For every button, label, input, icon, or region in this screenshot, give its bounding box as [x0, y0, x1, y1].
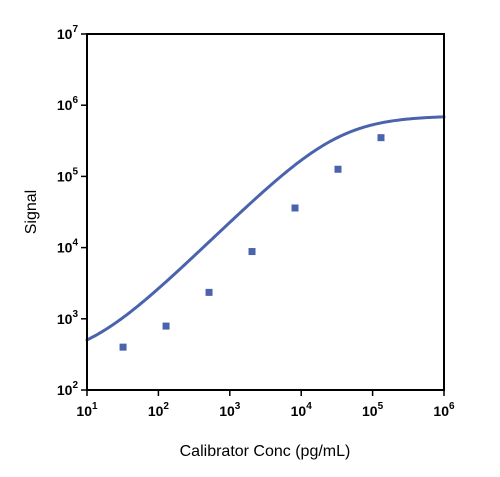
y-tick-label: 106 — [57, 95, 79, 113]
x-tick-base: 10 — [219, 403, 235, 419]
y-tick-label: 103 — [57, 309, 79, 327]
x-tick-label: 102 — [148, 401, 170, 419]
y-tick-base: 10 — [57, 26, 73, 42]
x-tick-base: 10 — [148, 403, 164, 419]
x-tick-base: 10 — [362, 403, 378, 419]
x-tick-label: 101 — [76, 401, 98, 419]
data-point — [205, 288, 213, 296]
x-tick-base: 10 — [291, 403, 307, 419]
x-tick-base: 10 — [76, 403, 92, 419]
data-point — [248, 248, 256, 256]
y-tick-base: 10 — [57, 240, 73, 256]
data-points — [119, 134, 385, 351]
y-tick-base: 10 — [57, 311, 73, 327]
x-tick-exponent: 4 — [306, 401, 312, 412]
fit-curve-line — [85, 115, 446, 342]
y-tick-base: 10 — [57, 97, 73, 113]
x-tick-exponent: 2 — [163, 401, 169, 412]
y-tick-exponent: 5 — [72, 166, 78, 177]
plot-area-frame — [86, 33, 445, 391]
y-axis-label: Signal — [23, 190, 40, 234]
data-point — [334, 165, 342, 173]
y-tick-label: 102 — [57, 380, 79, 398]
y-tick-base: 10 — [57, 382, 73, 398]
y-tick-exponent: 4 — [72, 238, 78, 249]
data-point — [119, 343, 127, 351]
x-tick-label: 103 — [219, 401, 241, 419]
x-tick-exponent: 6 — [449, 401, 455, 412]
data-point — [377, 134, 385, 142]
x-tick-exponent: 3 — [235, 401, 241, 412]
x-tick-exponent: 1 — [92, 401, 98, 412]
x-tick-exponent: 5 — [378, 401, 384, 412]
y-tick-exponent: 7 — [72, 24, 78, 35]
data-point — [291, 204, 299, 212]
x-tick-label: 104 — [291, 401, 313, 419]
fit-curve-layer — [85, 115, 446, 342]
x-tick-label: 106 — [433, 401, 455, 419]
y-tick-label: 104 — [57, 238, 79, 256]
y-tick-label: 107 — [57, 24, 79, 42]
y-tick-exponent: 6 — [72, 95, 78, 106]
y-tick-base: 10 — [57, 168, 73, 184]
x-axis-ticks: 101 102 103 104 105 106 — [76, 390, 455, 419]
data-point — [162, 322, 170, 330]
y-tick-exponent: 2 — [72, 380, 78, 391]
y-tick-exponent: 3 — [72, 309, 78, 320]
x-axis-label: Calibrator Conc (pg/mL) — [180, 443, 351, 460]
x-tick-base: 10 — [433, 403, 449, 419]
x-tick-label: 105 — [362, 401, 384, 419]
y-tick-label: 105 — [57, 166, 79, 184]
